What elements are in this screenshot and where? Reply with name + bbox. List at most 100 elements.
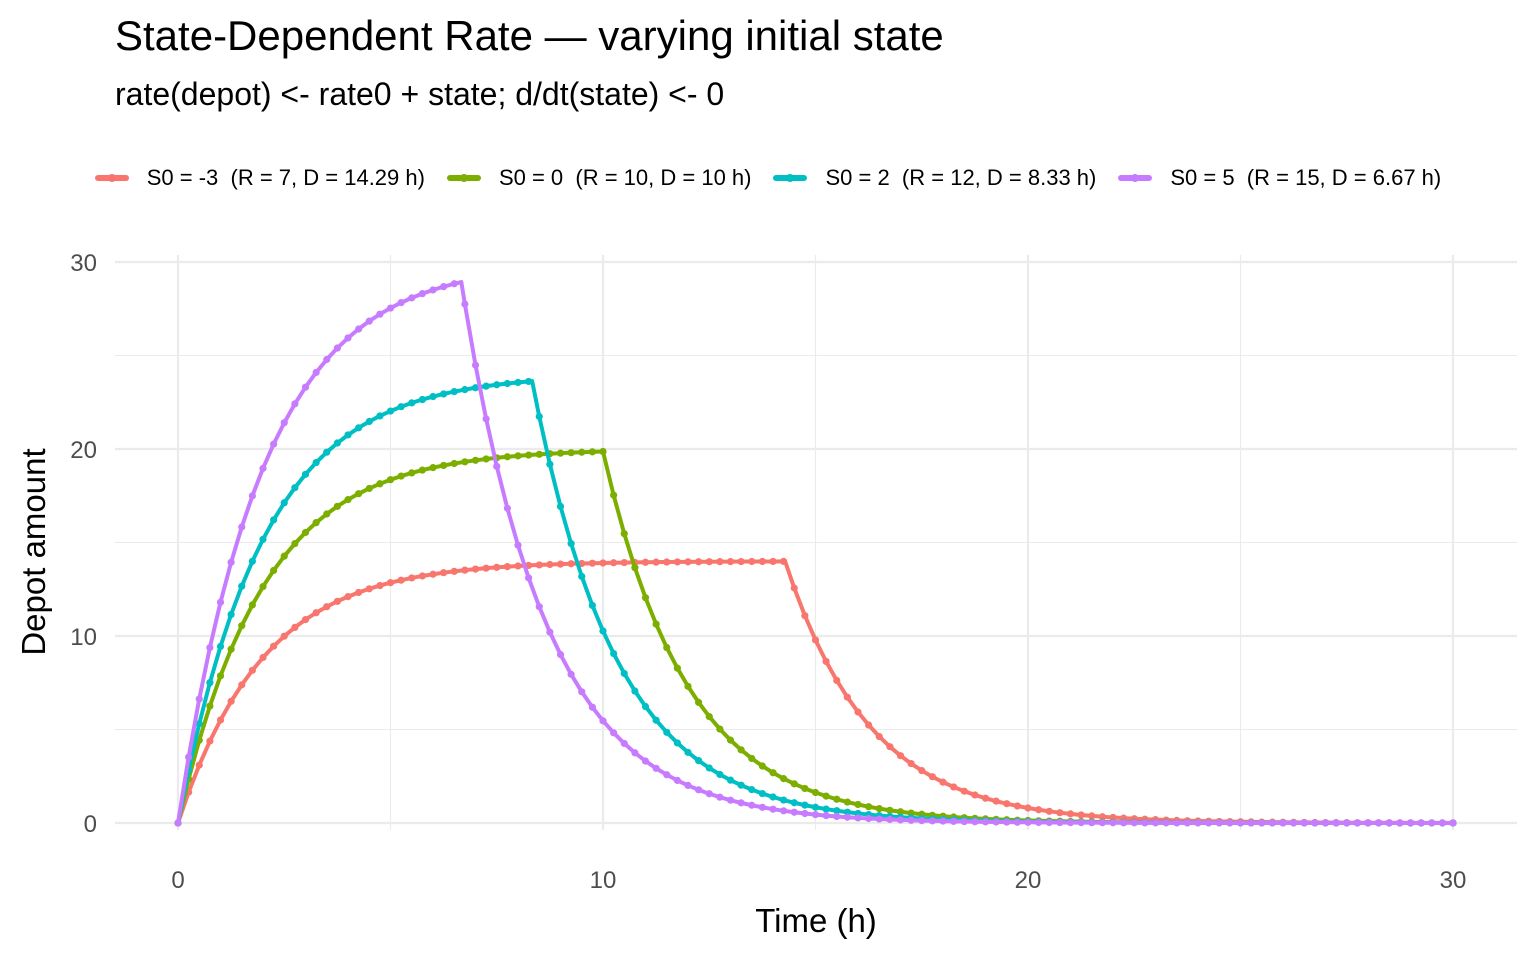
data-point (843, 693, 851, 701)
data-point (1194, 819, 1202, 827)
data-point (227, 645, 235, 653)
data-point (185, 753, 193, 761)
data-point (588, 703, 596, 711)
data-point (546, 560, 554, 569)
data-point (631, 749, 639, 757)
data-point (482, 564, 490, 572)
data-point (981, 794, 990, 802)
data-point (811, 788, 820, 797)
data-point (238, 681, 246, 689)
data-point (599, 559, 607, 567)
data-point (355, 588, 363, 597)
data-point (514, 452, 522, 460)
data-point (843, 808, 851, 816)
data-point (896, 816, 905, 824)
data-point (758, 789, 766, 798)
data-point (556, 650, 565, 659)
data-point (312, 458, 320, 467)
data-point (684, 748, 692, 756)
data-point (503, 504, 511, 512)
data-point (397, 472, 405, 480)
data-point (376, 310, 384, 318)
data-point (323, 448, 331, 456)
data-point (1300, 819, 1308, 827)
data-point (440, 569, 448, 577)
data-point (1290, 819, 1298, 827)
data-point (312, 609, 320, 617)
data-point (865, 721, 873, 729)
data-point (684, 682, 692, 690)
data-point (429, 570, 437, 578)
data-point (769, 557, 777, 566)
data-point (418, 395, 426, 404)
data-point (939, 778, 947, 786)
data-point (748, 786, 756, 794)
chart-title: State-Dependent Rate — varying initial s… (115, 12, 944, 59)
data-point (833, 676, 841, 685)
data-point (376, 480, 384, 488)
data-point (418, 290, 426, 298)
data-point (780, 557, 788, 566)
legend-label-2: S0 = 2 (R = 12, D = 8.33 h) (825, 165, 1097, 190)
data-point (673, 558, 681, 566)
data-point (620, 669, 628, 678)
data-point (1343, 819, 1351, 827)
data-point (450, 280, 458, 288)
data-point (270, 566, 278, 575)
data-point (1056, 809, 1064, 817)
data-point (429, 464, 437, 472)
data-point (450, 459, 458, 468)
series-3 (174, 280, 1457, 827)
data-point (1024, 818, 1032, 826)
data-point (631, 687, 639, 695)
data-point (270, 642, 278, 650)
data-point (652, 620, 660, 628)
data-point (1353, 819, 1361, 827)
data-point (482, 382, 490, 390)
data-point (386, 304, 395, 312)
data-point (408, 399, 416, 407)
data-point (928, 773, 936, 781)
data-point (1003, 800, 1011, 808)
data-point (280, 632, 288, 640)
data-point (865, 814, 873, 823)
data-point (716, 770, 724, 779)
data-point (344, 593, 352, 601)
data-point (525, 451, 533, 459)
data-point (1013, 818, 1021, 826)
data-point (418, 572, 426, 580)
data-point (833, 807, 841, 815)
data-point (588, 559, 596, 567)
data-point (216, 598, 225, 606)
data-point (227, 558, 235, 566)
data-point (291, 400, 299, 408)
data-point (333, 597, 341, 605)
data-point (918, 766, 926, 775)
data-point (886, 815, 894, 824)
data-point (461, 385, 469, 394)
data-point (726, 736, 735, 744)
data-point (684, 781, 692, 790)
data-point (663, 558, 671, 566)
data-point (960, 787, 968, 795)
data-point (811, 811, 820, 819)
data-point (1417, 819, 1425, 827)
data-point (259, 464, 267, 472)
data-point (429, 286, 437, 294)
data-point (673, 664, 681, 672)
data-point (971, 791, 979, 799)
data-point (1066, 810, 1075, 818)
y-tick-label: 0 (84, 811, 97, 838)
data-point (238, 523, 246, 531)
data-point (610, 559, 618, 567)
data-point (450, 388, 458, 396)
data-point (822, 805, 830, 813)
data-point (822, 657, 830, 666)
legend-label-0: S0 = -3 (R = 7, D = 14.29 h) (146, 165, 425, 190)
y-axis-label: Depot amount (15, 448, 52, 655)
legend-key-0 (94, 174, 129, 182)
data-point (907, 759, 915, 768)
data-point (971, 818, 979, 826)
legend-item: S0 = 0 (R = 10, D = 10 h) (446, 162, 751, 194)
data-point (865, 803, 873, 811)
